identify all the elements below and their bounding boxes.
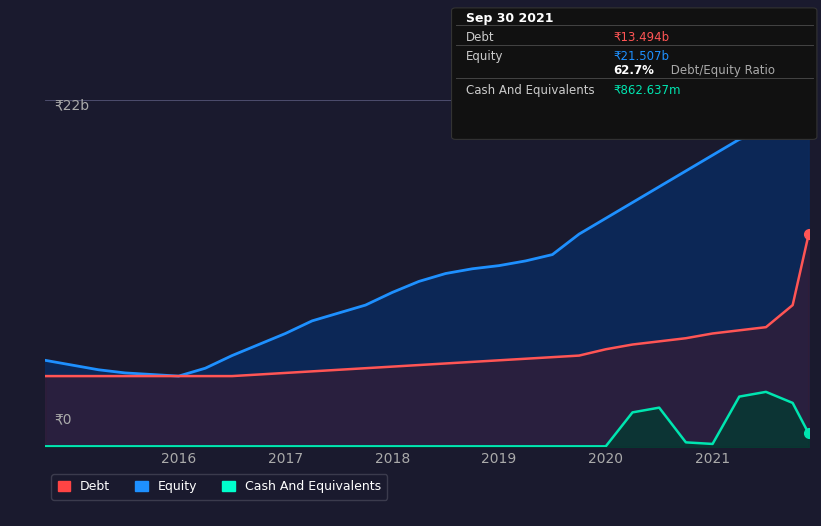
Text: Sep 30 2021: Sep 30 2021 <box>466 12 553 25</box>
Text: ₹0: ₹0 <box>54 412 71 426</box>
Text: Cash And Equivalents: Cash And Equivalents <box>466 84 594 97</box>
Legend: Debt, Equity, Cash And Equivalents: Debt, Equity, Cash And Equivalents <box>52 474 388 500</box>
Text: Debt/Equity Ratio: Debt/Equity Ratio <box>667 64 775 77</box>
Text: ₹22b: ₹22b <box>54 99 89 113</box>
Text: 62.7%: 62.7% <box>613 64 654 77</box>
Text: ₹862.637m: ₹862.637m <box>613 84 681 97</box>
Text: ₹13.494b: ₹13.494b <box>613 31 669 44</box>
Text: Debt: Debt <box>466 31 494 44</box>
Text: ₹21.507b: ₹21.507b <box>613 50 669 64</box>
Text: Equity: Equity <box>466 50 503 64</box>
